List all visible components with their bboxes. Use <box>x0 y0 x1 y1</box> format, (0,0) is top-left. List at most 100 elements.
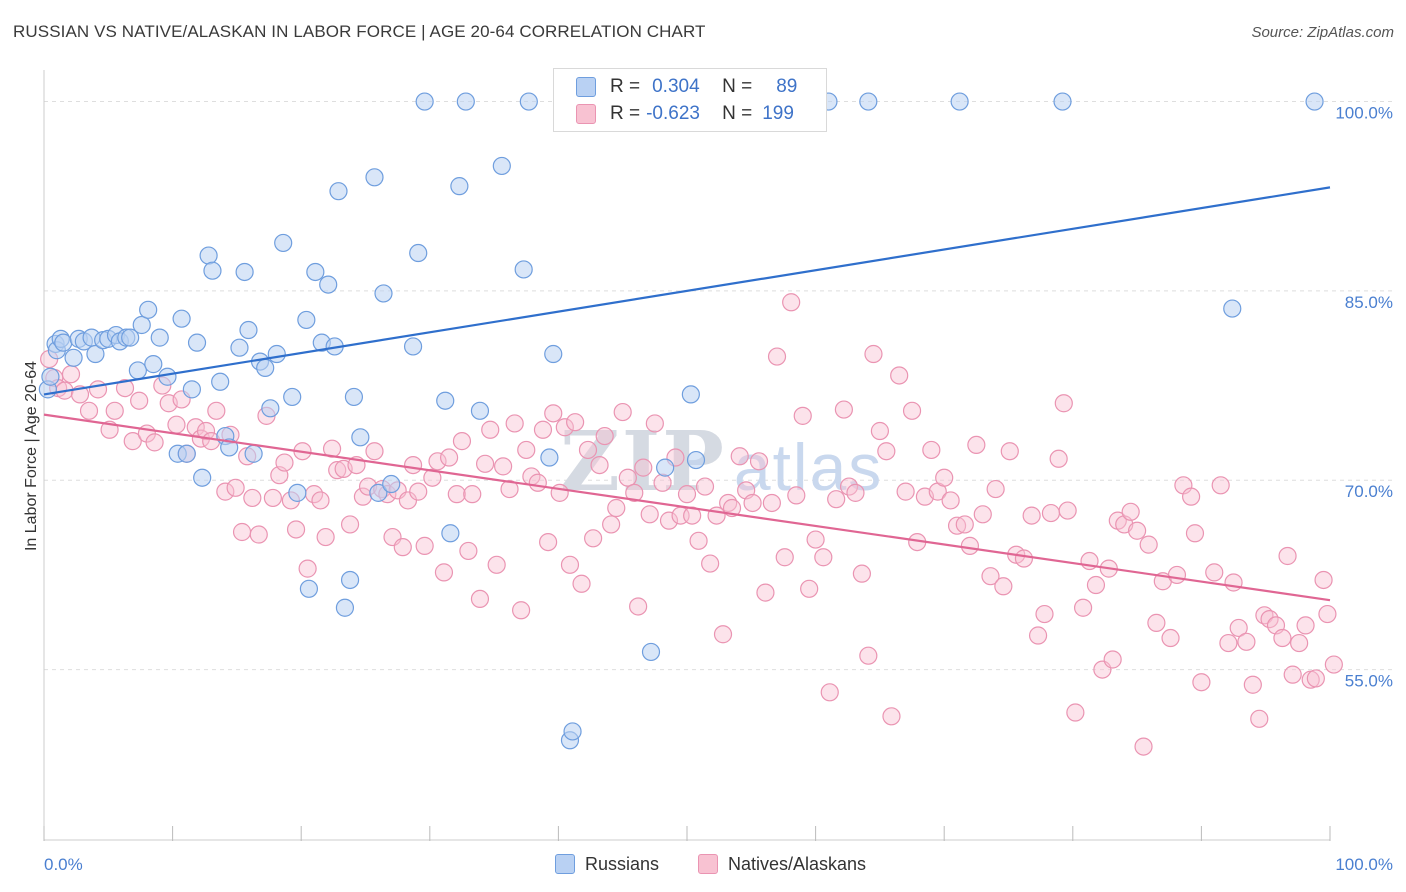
bottom-legend-swatch-natives <box>698 854 718 874</box>
natives-point <box>578 440 598 460</box>
natives-point <box>1278 546 1297 566</box>
natives-point <box>1296 616 1315 635</box>
legend-n-value: 199 <box>762 103 794 124</box>
russians-point <box>681 385 700 404</box>
natives-point <box>1229 618 1248 638</box>
russians-point <box>121 328 140 347</box>
natives-point <box>512 601 531 620</box>
natives-point <box>517 440 536 460</box>
russians-point <box>369 483 388 502</box>
natives-point <box>960 536 980 555</box>
natives-point <box>701 554 720 573</box>
bottom-legend-russians: Russians <box>555 851 659 877</box>
natives-point <box>1121 502 1140 521</box>
trend-lines <box>43 186 1331 602</box>
natives-point <box>625 483 644 502</box>
natives-point <box>423 468 442 487</box>
natives-point <box>618 468 637 487</box>
natives-point <box>852 564 871 583</box>
natives-point <box>1318 604 1337 624</box>
natives-point <box>859 646 878 665</box>
natives-point <box>207 401 226 420</box>
natives-point <box>1237 632 1256 651</box>
natives-point <box>298 559 317 578</box>
natives-point <box>782 293 801 312</box>
natives-point <box>877 442 896 461</box>
natives-point <box>539 532 558 552</box>
natives-point <box>1224 573 1243 592</box>
natives-point <box>634 458 653 477</box>
natives-point <box>645 414 664 433</box>
russians-point <box>365 168 384 187</box>
russians-point <box>239 320 258 340</box>
natives-point <box>820 683 839 702</box>
legend-swatch-natives <box>576 104 596 124</box>
natives-point <box>1290 633 1309 653</box>
y-tick-label: 85.0% <box>1345 293 1393 312</box>
russians-point <box>299 579 319 598</box>
natives-point <box>555 418 574 437</box>
russians-point <box>203 261 222 280</box>
natives-point <box>775 548 794 567</box>
watermark-atlas: atlas <box>734 430 883 504</box>
natives-point <box>590 455 609 475</box>
russians-point <box>193 468 212 487</box>
natives-point <box>882 707 901 726</box>
russians-point <box>441 524 460 543</box>
chart-title: RUSSIAN VS NATIVE/ALASKAN IN LABOR FORCE… <box>13 22 706 41</box>
natives-point <box>1058 501 1077 520</box>
natives-point <box>967 435 986 455</box>
russians-point <box>340 570 360 590</box>
russians-point <box>1305 92 1324 111</box>
legend-r-value: -0.623 <box>646 103 700 124</box>
natives-point <box>677 485 697 504</box>
natives-point <box>452 432 472 451</box>
legend-row-russians: R = 0.304 N = 89 <box>576 75 797 99</box>
natives-point <box>1139 535 1158 554</box>
russians-point <box>335 598 355 617</box>
natives-point <box>232 522 252 542</box>
russians-point <box>415 92 434 111</box>
natives-point <box>475 454 495 473</box>
natives-point <box>896 482 915 501</box>
russians-point <box>382 474 401 494</box>
russians-point <box>329 182 348 201</box>
natives-point <box>955 515 974 534</box>
natives-trend-line <box>43 413 1331 602</box>
russians-point <box>177 444 196 463</box>
natives-point <box>986 479 1005 499</box>
russians-point <box>374 284 393 303</box>
natives-point <box>935 468 954 487</box>
russians-point <box>86 344 105 364</box>
russians-point <box>172 309 191 328</box>
natives-point <box>1182 487 1201 506</box>
legend-n-value: 89 <box>776 76 798 97</box>
russians-point <box>41 367 60 386</box>
natives-point <box>756 583 775 602</box>
russians-point <box>519 92 538 111</box>
natives-point <box>1167 565 1187 585</box>
natives-point <box>1306 669 1325 688</box>
natives-point <box>1000 442 1019 461</box>
natives-point <box>1073 598 1093 617</box>
natives-point <box>1035 604 1054 624</box>
russians-point <box>859 92 878 111</box>
natives-point <box>409 482 428 501</box>
natives-point <box>415 536 434 555</box>
russians-point <box>256 358 275 378</box>
natives-point <box>1314 570 1333 590</box>
russians-point <box>187 333 207 352</box>
y-tick-label: 100.0% <box>1335 104 1393 123</box>
natives-point <box>613 402 632 422</box>
natives-point <box>1273 628 1292 648</box>
russians-points <box>38 92 1324 750</box>
natives-point <box>487 555 506 574</box>
russians-point <box>267 344 286 364</box>
natives-point <box>316 527 335 547</box>
russians-point <box>950 92 969 111</box>
russians-point <box>158 367 177 386</box>
legend-r-label: R = <box>610 76 641 97</box>
natives-point <box>1219 633 1238 653</box>
russians-point <box>211 372 230 391</box>
natives-point <box>793 406 812 425</box>
